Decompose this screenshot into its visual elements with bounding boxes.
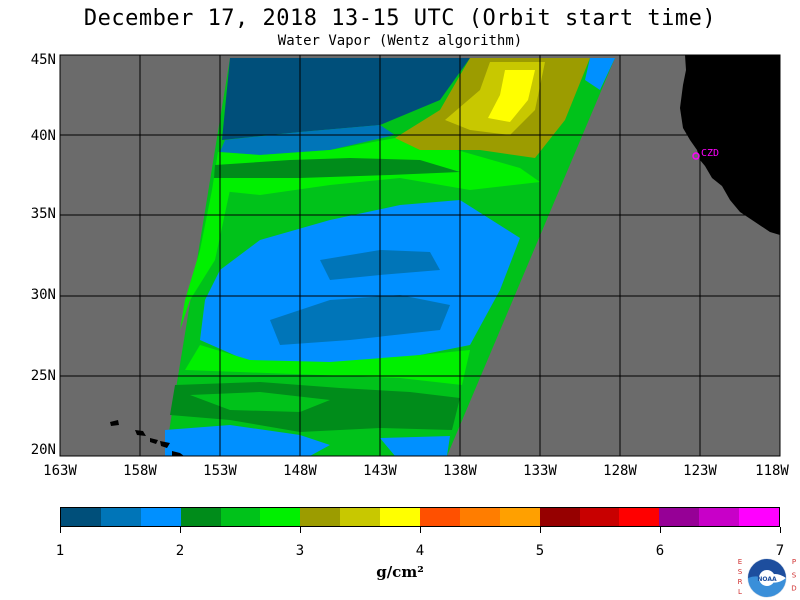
color-scale-tick-label: 6 — [655, 543, 665, 559]
color-scale-cell — [220, 508, 261, 526]
color-scale-tick-label: 7 — [775, 543, 785, 559]
noaa-logo-icon: NOAA — [747, 558, 787, 598]
color-scale-cell — [619, 508, 660, 526]
north-america-landmass — [680, 55, 780, 235]
color-scale-cell — [340, 508, 381, 526]
color-scale-tick-label: 1 — [55, 543, 65, 559]
lat-label-25n: 25N — [30, 368, 56, 384]
lon-label-153w: 153W — [203, 463, 237, 479]
station-marker-icon — [692, 152, 700, 160]
color-scale-tick — [539, 527, 541, 533]
lon-label-123w: 123W — [683, 463, 717, 479]
color-scale-tick — [779, 527, 781, 533]
color-scale-tick — [659, 527, 661, 533]
color-scale-unit: g/cm² — [376, 563, 424, 581]
lon-label-138w: 138W — [443, 463, 477, 479]
lon-label-158w: 158W — [123, 463, 157, 479]
color-scale-tick-label: 3 — [295, 543, 305, 559]
station-label: CZD — [701, 148, 719, 159]
color-scale-cell — [739, 508, 780, 526]
color-scale-tick-label: 5 — [535, 543, 545, 559]
color-scale-cell — [140, 508, 181, 526]
hawaiian-islands — [110, 420, 184, 456]
color-scale-cell — [539, 508, 580, 526]
color-scale-cell — [260, 508, 301, 526]
lat-lon-grid — [60, 55, 780, 456]
color-scale-cell — [61, 508, 101, 526]
color-scale-cell — [699, 508, 740, 526]
logo-letter: L — [738, 588, 742, 596]
psd-letters: PSD — [791, 558, 796, 593]
lon-label-163w: 163W — [43, 463, 77, 479]
svg-text:NOAA: NOAA — [757, 576, 777, 583]
lat-label-20n: 20N — [30, 442, 56, 458]
lon-label-118w: 118W — [755, 463, 789, 479]
color-scale-tick — [419, 527, 421, 533]
color-scale-cell — [659, 508, 700, 526]
color-scale-cell — [420, 508, 460, 526]
color-scale-bar — [60, 507, 780, 527]
lon-label-133w: 133W — [523, 463, 557, 479]
lon-label-148w: 148W — [283, 463, 317, 479]
color-scale-cell — [380, 508, 421, 526]
lat-label-40n: 40N — [30, 128, 56, 144]
color-scale-cell — [579, 508, 620, 526]
color-scale-cell — [180, 508, 221, 526]
logo-letter: D — [791, 585, 796, 593]
color-scale-cell — [300, 508, 341, 526]
color-scale-cell — [459, 508, 500, 526]
color-scale-cell — [499, 508, 540, 526]
color-scale-tick — [59, 527, 61, 533]
color-scale-tick — [299, 527, 301, 533]
logo-letter: S — [738, 568, 743, 576]
lat-label-35n: 35N — [30, 206, 56, 222]
color-scale-tick-label: 2 — [175, 543, 185, 559]
logo-letter: S — [792, 571, 797, 579]
map-subtitle: Water Vapor (Wentz algorithm) — [277, 33, 523, 49]
lon-label-143w: 143W — [363, 463, 397, 479]
logo-letter: P — [792, 558, 796, 566]
map-title: December 17, 2018 13-15 UTC (Orbit start… — [83, 6, 717, 31]
lon-label-128w: 128W — [603, 463, 637, 479]
color-scale-tick — [179, 527, 181, 533]
color-scale-cell — [100, 508, 141, 526]
logo-letter: E — [738, 558, 742, 566]
lat-label-45n: 45N — [30, 52, 56, 68]
lat-label-30n: 30N — [30, 287, 56, 303]
color-scale-tick-label: 4 — [415, 543, 425, 559]
logo-letter: R — [738, 578, 743, 586]
